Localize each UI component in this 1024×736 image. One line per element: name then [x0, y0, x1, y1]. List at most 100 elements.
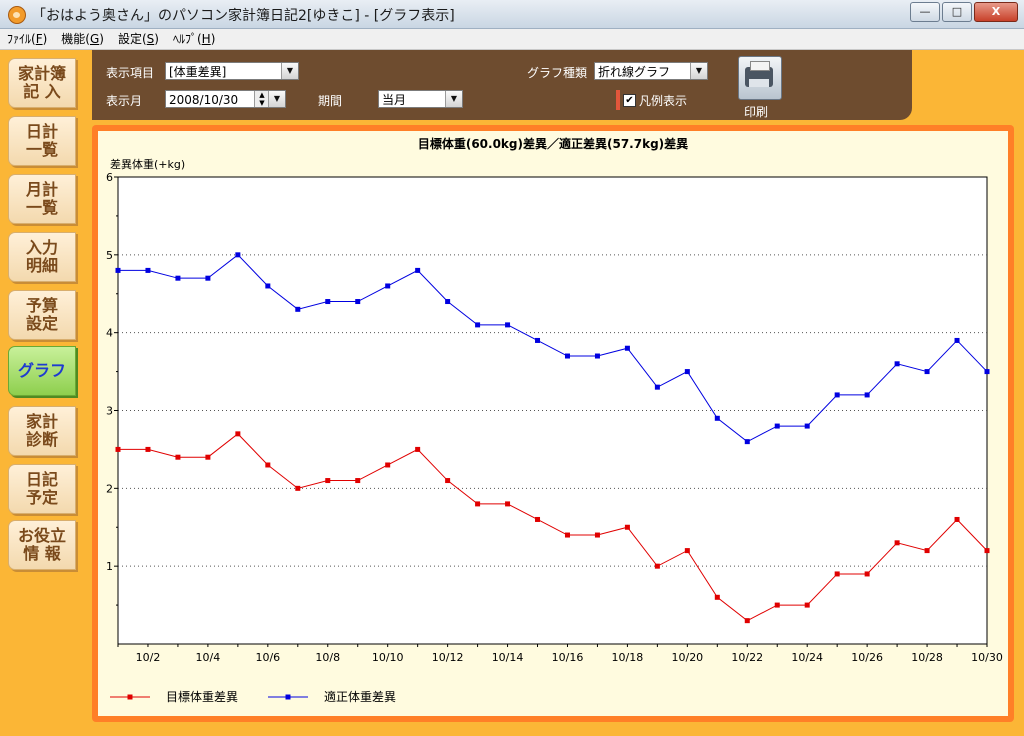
- legend-label: 目標体重差異: [166, 690, 238, 704]
- sidebar-item-label: 情 報: [23, 544, 61, 563]
- data-point: [864, 571, 870, 577]
- sidebar-item-label: 明細: [25, 256, 58, 275]
- y-axis-label: 差異体重(+kg): [110, 157, 185, 171]
- data-point: [924, 548, 930, 554]
- data-point: [564, 532, 570, 538]
- chevron-down-icon[interactable]: ▼: [268, 91, 285, 107]
- x-tick-label: 10/8: [315, 651, 340, 664]
- data-point: [385, 283, 391, 289]
- y-tick-label: 3: [106, 405, 113, 418]
- x-tick-label: 10/12: [432, 651, 464, 664]
- data-point: [594, 532, 600, 538]
- data-point: [265, 283, 271, 289]
- data-point: [295, 485, 301, 491]
- data-point: [535, 337, 541, 343]
- data-point: [445, 478, 451, 484]
- menu-help-label: ﾍﾙﾌﾟ(: [172, 32, 202, 46]
- window-title: 「おはよう奥さん」のパソコン家計簿日記2[ゆきこ] - [グラフ表示]: [32, 8, 455, 24]
- data-point: [954, 516, 960, 522]
- sidebar-item-label: 月計: [25, 180, 58, 199]
- chevron-down-icon[interactable]: ▼: [445, 91, 462, 107]
- legend-checkbox[interactable]: ✔: [623, 93, 636, 107]
- menu-file-tail: ): [42, 32, 48, 46]
- sidebar: 家計簿記 入 日計 一覧 月計 一覧 入力 明細 予算 設定 グラフ 家計 診断 日記 予定…: [0, 50, 84, 736]
- x-tick-label: 10/16: [552, 651, 584, 664]
- data-point: [894, 540, 900, 546]
- sidebar-item-label: 家計: [25, 412, 58, 431]
- data-point: [145, 267, 151, 273]
- data-point: [924, 369, 930, 375]
- sidebar-item-entry[interactable]: 家計簿記 入: [8, 58, 76, 108]
- graph-type-select[interactable]: 折れ線グラフ ▼: [594, 62, 708, 80]
- y-tick-label: 1: [106, 560, 113, 573]
- data-point: [325, 478, 331, 484]
- minimize-button[interactable]: —: [910, 2, 940, 22]
- sidebar-item-label: 予定: [25, 488, 58, 507]
- graph-type-label: グラフ種類: [527, 66, 588, 80]
- data-point: [684, 369, 690, 375]
- data-point: [325, 299, 331, 305]
- data-point: [415, 267, 421, 273]
- legend-marker: [285, 694, 291, 700]
- menu-function[interactable]: 機能(G): [54, 29, 111, 49]
- data-point: [744, 618, 750, 624]
- sidebar-item-graph[interactable]: グラフ: [8, 346, 76, 396]
- x-tick-label: 10/14: [492, 651, 524, 664]
- sidebar-item-input-detail[interactable]: 入力 明細: [8, 232, 76, 282]
- spinner-updown-icon[interactable]: ▲ ▼: [254, 91, 269, 107]
- menu-help-key: H: [201, 32, 211, 46]
- chevron-down-icon[interactable]: ▼: [281, 63, 298, 79]
- data-point: [475, 501, 481, 507]
- sidebar-item-label: 家計簿: [17, 64, 66, 83]
- display-item-select[interactable]: [体重差異] ▼: [165, 62, 299, 80]
- y-tick-label: 5: [106, 249, 113, 262]
- legend-toggle[interactable]: ✔ 凡例表示: [616, 90, 687, 110]
- x-tick-label: 10/24: [791, 651, 823, 664]
- sidebar-item-label: 入力: [25, 238, 58, 257]
- x-tick-label: 10/2: [136, 651, 161, 664]
- close-button[interactable]: X: [974, 2, 1018, 22]
- focus-marker: [616, 90, 620, 110]
- sidebar-item-label: 設定: [25, 314, 58, 333]
- sidebar-item-budget[interactable]: 予算 設定: [8, 290, 76, 340]
- data-point: [205, 275, 211, 281]
- data-point: [984, 369, 990, 375]
- legend-marker: [127, 694, 133, 700]
- sidebar-item-diagnosis[interactable]: 家計 診断: [8, 406, 76, 456]
- menu-help[interactable]: ﾍﾙﾌﾟ(H): [166, 29, 222, 49]
- menu-settings-label: 設定(: [117, 32, 147, 46]
- legend-label: 適正体重差異: [324, 689, 396, 704]
- menu-settings-key: S: [146, 32, 155, 46]
- period-select[interactable]: 当月 ▼: [378, 90, 463, 108]
- sidebar-item-label: 一覧: [25, 140, 58, 159]
- series-line: [118, 433, 988, 622]
- data-point: [265, 462, 271, 468]
- data-point: [295, 306, 301, 312]
- data-point: [834, 392, 840, 398]
- print-button[interactable]: [738, 56, 782, 100]
- title-bar: 「おはよう奥さん」のパソコン家計簿日記2[ゆきこ] - [グラフ表示] — □ …: [0, 0, 1024, 29]
- print-button-label: 印刷: [744, 105, 769, 119]
- chart-title: 目標体重(60.0kg)差異／適正差異(57.7kg)差異: [418, 136, 688, 151]
- sidebar-item-useful-info[interactable]: お役立情 報: [8, 520, 76, 570]
- sidebar-item-monthly-list[interactable]: 月計 一覧: [8, 174, 76, 224]
- maximize-button[interactable]: □: [942, 2, 972, 22]
- menu-file[interactable]: ﾌｧｲﾙ(F): [0, 29, 54, 49]
- display-month-label: 表示月: [106, 94, 143, 108]
- data-point: [175, 275, 181, 281]
- sidebar-item-daily-list[interactable]: 日計 一覧: [8, 116, 76, 166]
- chevron-down-icon[interactable]: ▼: [690, 63, 707, 79]
- data-point: [744, 439, 750, 445]
- data-point: [624, 345, 630, 351]
- x-tick-label: 10/28: [911, 651, 943, 664]
- menu-bar: ﾌｧｲﾙ(F) 機能(G) 設定(S) ﾍﾙﾌﾟ(H): [0, 29, 1024, 50]
- display-month-field[interactable]: 2008/10/30 ▲ ▼ ▼: [165, 90, 286, 108]
- sidebar-item-label: 日記: [25, 470, 58, 489]
- y-tick-label: 2: [106, 482, 113, 495]
- menu-help-tail: ): [210, 32, 216, 46]
- menu-settings[interactable]: 設定(S): [111, 29, 166, 49]
- window-controls: — □ X: [910, 2, 1018, 22]
- data-point: [235, 431, 241, 437]
- sidebar-item-diary[interactable]: 日記 予定: [8, 464, 76, 514]
